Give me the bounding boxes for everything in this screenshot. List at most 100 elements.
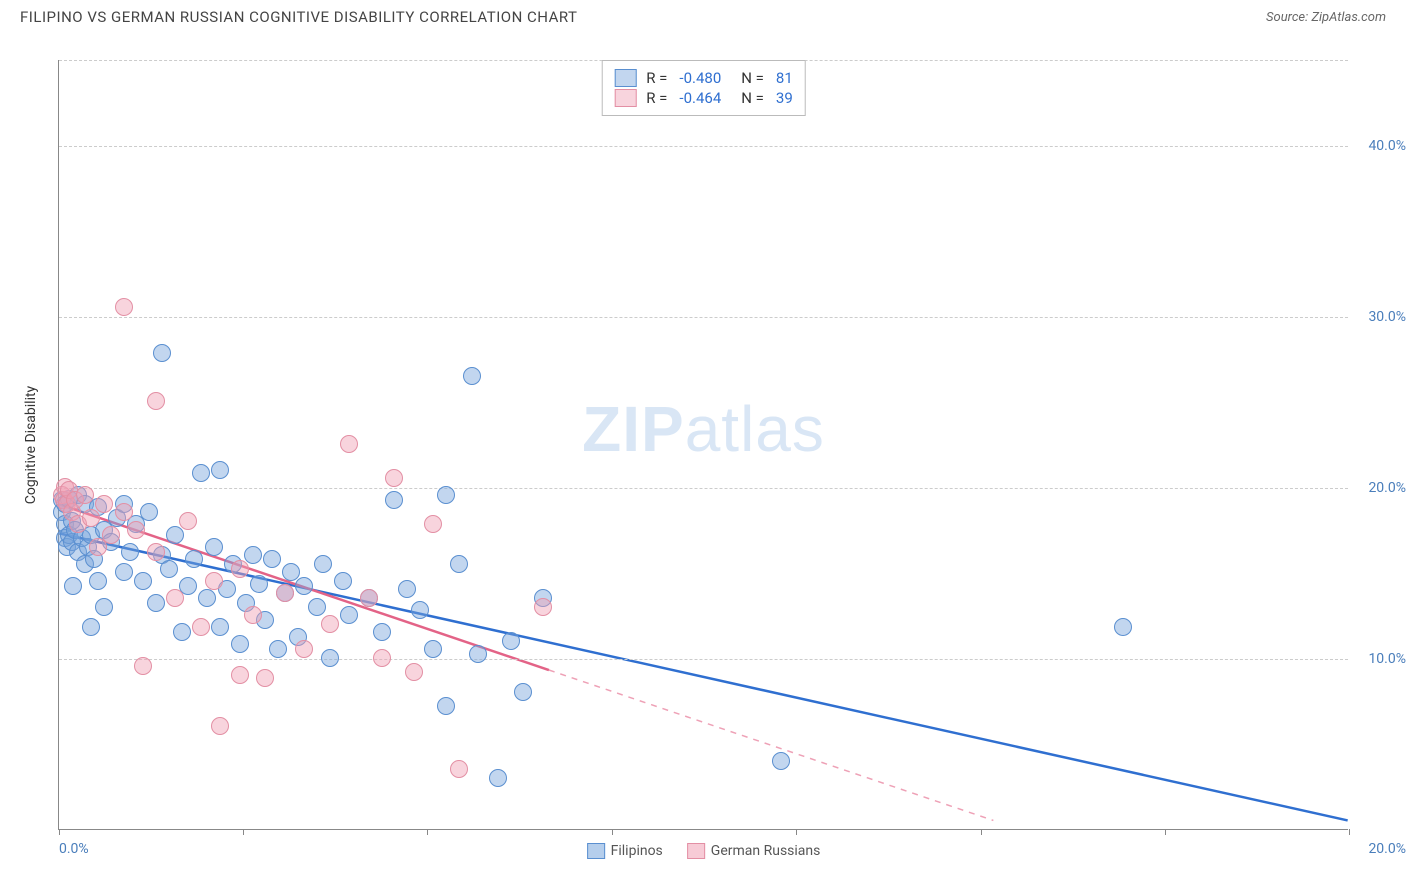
scatter-point [64,577,82,595]
x-tick [59,829,60,835]
scatter-point [424,515,442,533]
y-tick-label: 10.0% [1368,651,1406,667]
scatter-point [398,580,416,598]
scatter-point [76,486,94,504]
scatter-point [134,572,152,590]
scatter-point [115,563,133,581]
x-tick-label-max: 20.0% [1368,841,1406,857]
series-legend: Filipinos German Russians [587,843,821,859]
x-tick [612,829,613,835]
scatter-point [250,575,268,593]
legend-r-label: R = [646,89,667,107]
scatter-point [269,640,287,658]
scatter-point [127,521,145,539]
scatter-point [153,344,171,362]
scatter-point [405,663,423,681]
chart-container: ZIPatlas Cognitive Disability R =-0.480N… [20,40,1386,850]
scatter-point [308,598,326,616]
scatter-point [489,769,507,787]
scatter-point [134,657,152,675]
scatter-point [173,623,191,641]
scatter-point [166,526,184,544]
scatter-point [276,584,294,602]
scatter-point [321,649,339,667]
source-prefix: Source: [1266,10,1311,25]
gridline [59,317,1348,318]
scatter-point [140,503,158,521]
scatter-point [1114,618,1132,636]
x-tick [1349,829,1350,835]
scatter-point [211,717,229,735]
legend-n-label: N = [741,69,764,87]
x-tick [427,829,428,835]
scatter-point [424,640,442,658]
scatter-point [147,543,165,561]
y-tick-label: 20.0% [1368,480,1406,496]
scatter-point [244,546,262,564]
scatter-point [231,635,249,653]
scatter-point [89,572,107,590]
scatter-point [205,538,223,556]
chart-header: FILIPINO VS GERMAN RUSSIAN COGNITIVE DIS… [0,0,1406,34]
y-axis-title: Cognitive Disability [23,385,39,503]
scatter-point [192,618,210,636]
scatter-point [295,577,313,595]
legend-swatch [614,89,636,107]
watermark-atlas: atlas [685,393,825,465]
scatter-point [450,555,468,573]
scatter-point [360,589,378,607]
legend-swatch [614,69,636,87]
legend-swatch [687,843,705,859]
x-tick [243,829,244,835]
scatter-point [115,503,133,521]
series-legend-label: Filipinos [611,843,663,859]
legend-n-label: N = [741,89,764,107]
trendlines-layer [59,60,1348,829]
scatter-point [772,752,790,770]
scatter-point [211,461,229,479]
scatter-point [166,589,184,607]
legend-r-value: -0.464 [679,89,721,107]
legend-n-value: 81 [776,69,793,87]
source-link[interactable]: ZipAtlas.com [1311,10,1386,25]
series-legend-item: German Russians [687,843,821,859]
scatter-point [321,615,339,633]
legend-swatch [587,843,605,859]
correlation-legend: R =-0.480N =81R =-0.464N =39 [601,60,806,116]
scatter-point [115,298,133,316]
series-legend-label: German Russians [711,843,821,859]
gridline [59,488,1348,489]
scatter-point [450,760,468,778]
scatter-point [314,555,332,573]
x-tick-label-min: 0.0% [59,841,89,857]
scatter-point [534,598,552,616]
scatter-point [340,606,358,624]
legend-n-value: 39 [776,89,793,107]
scatter-point [205,572,223,590]
correlation-legend-row: R = -0.464 N = 39 [614,89,793,107]
y-tick-label: 40.0% [1368,138,1406,154]
scatter-point [231,560,249,578]
scatter-point [192,464,210,482]
scatter-point [385,491,403,509]
scatter-point [211,618,229,636]
trendline-extrapolated [549,670,993,820]
scatter-point [102,526,120,544]
scatter-point [244,606,262,624]
x-tick [981,829,982,835]
scatter-point [147,594,165,612]
scatter-point [502,632,520,650]
scatter-point [82,509,100,527]
scatter-point [437,486,455,504]
scatter-point [373,649,391,667]
scatter-point [463,367,481,385]
watermark: ZIPatlas [582,392,825,466]
scatter-point [95,495,113,513]
scatter-point [385,469,403,487]
scatter-point [179,512,197,530]
scatter-point [437,697,455,715]
scatter-point [185,550,203,568]
gridline [59,659,1348,660]
legend-r-label: R = [646,69,667,87]
scatter-point [256,669,274,687]
